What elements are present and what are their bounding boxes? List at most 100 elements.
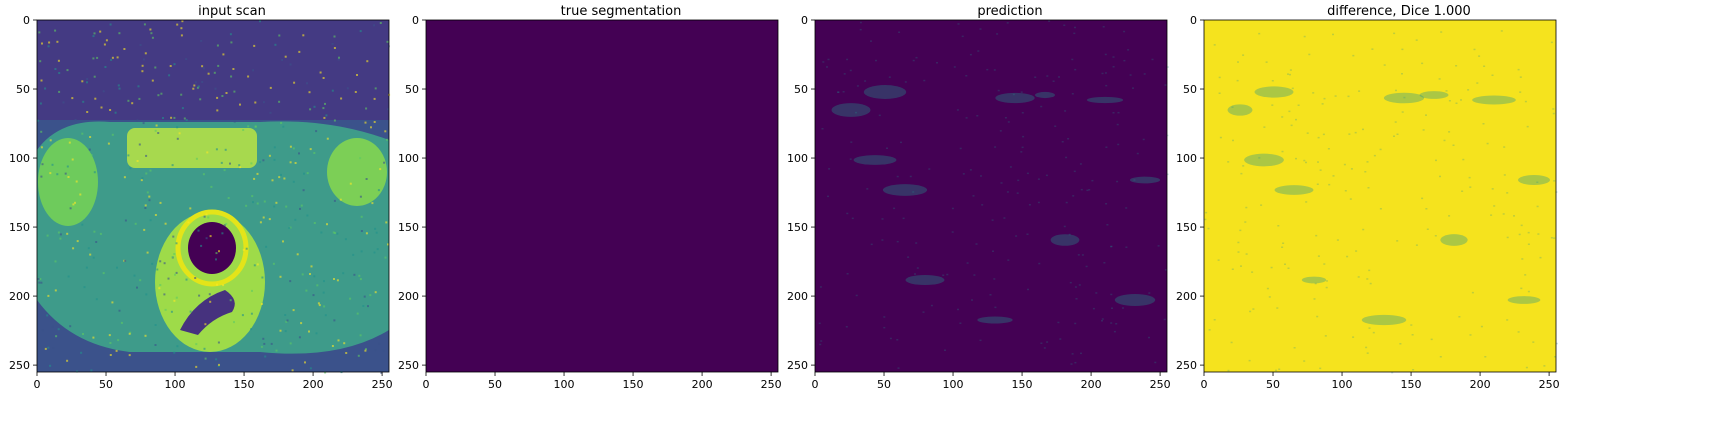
image-noise-pixel [1506,192,1509,194]
image-texture-pixel [284,55,287,58]
image-texture-pixel [313,152,316,154]
image-noise-pixel [1297,104,1300,106]
image-noise-pixel [1543,365,1546,367]
image-texture-pixel [83,286,86,289]
image-texture-pixel [39,60,42,63]
image-noise-pixel [1343,163,1346,166]
image-texture-pixel [67,275,70,278]
image-texture-pixel [317,302,320,305]
image-noise-pixel [1067,138,1070,140]
image-texture-pixel [93,75,96,78]
image-noise-pixel [1287,267,1290,269]
image-noise-pixel [1550,41,1553,44]
image-texture-pixel [175,296,178,299]
image-texture-pixel [309,148,312,151]
image-noise-pixel [1251,271,1254,273]
image-noise-pixel [909,175,912,178]
image-texture-pixel [365,178,368,180]
image-noise-pixel [1322,133,1325,136]
image-noise-pixel [1289,73,1291,76]
image-texture-pixel [292,147,295,150]
image-noise-pixel [912,59,915,62]
image-noise-pixel [1421,62,1424,65]
image-texture-pixel [99,30,102,33]
image-feature-blob [1472,95,1516,105]
axes-frame [425,19,779,373]
image-texture-pixel [79,193,82,196]
image-noise-pixel [820,340,823,342]
image-noise-pixel [965,75,968,77]
image-noise-pixel [859,28,862,31]
image-noise-pixel [1065,156,1068,159]
axes-frame [1203,19,1557,373]
image-noise-pixel [1116,180,1119,183]
image-noise-pixel [1357,276,1360,278]
image-texture-pixel [169,65,172,67]
image-noise-pixel [1524,100,1527,103]
image-texture-pixel [210,185,213,188]
image-texture-pixel [262,337,265,340]
image-noise-pixel [1028,204,1031,206]
image-texture-pixel [358,274,361,277]
image-noise-pixel [1080,188,1083,191]
image-noise-pixel [1518,233,1521,236]
image-noise-pixel [923,79,926,82]
image-texture-pixel [144,334,147,337]
image-texture-pixel [332,231,335,234]
image-texture-pixel [342,272,345,275]
image-texture-pixel [96,56,99,59]
image-noise-pixel [980,175,982,177]
image-texture-pixel [154,344,157,346]
image-noise-pixel [1075,298,1078,300]
image-noise-pixel [1524,274,1527,276]
image-texture-pixel [233,90,236,93]
image-texture-pixel [352,253,355,256]
image-noise-pixel [886,147,888,149]
image-noise-pixel [1352,336,1355,338]
image-noise-pixel [883,316,886,318]
image-noise-pixel [1086,189,1089,192]
image-texture-pixel [94,97,97,100]
image-noise-pixel [1281,150,1284,153]
image-noise-pixel [1395,89,1397,92]
image-noise-pixel [1219,136,1222,139]
image-noise-pixel [999,130,1002,132]
image-texture-pixel [118,309,121,312]
image-texture-pixel [282,125,285,128]
image-noise-pixel [1362,228,1365,231]
image-texture-pixel [47,346,50,349]
image-texture-pixel [172,235,175,238]
image-texture-pixel [306,172,309,175]
image-texture-pixel [331,42,334,45]
image-texture-pixel [264,355,267,358]
image-texture-pixel [127,99,130,102]
image-texture-pixel [360,250,363,253]
image-noise-pixel [1271,80,1274,82]
image-noise-pixel [1317,255,1320,257]
image-texture-pixel [366,60,369,63]
image-texture-pixel [150,32,153,35]
image-noise-pixel [1148,336,1150,339]
image-noise-pixel [864,80,867,82]
image-texture-pixel [245,204,248,207]
image-texture-pixel [239,103,241,106]
image-noise-pixel [1110,245,1113,248]
image-texture-pixel [90,369,93,372]
image-noise-pixel [1073,32,1076,35]
image-noise-pixel [1303,360,1306,362]
image-texture-pixel [185,278,188,281]
image-noise-pixel [1366,278,1369,280]
image-texture-pixel [268,154,271,157]
image-noise-pixel [1046,341,1049,343]
image-noise-pixel [1207,227,1210,230]
image-noise-pixel [1503,174,1506,176]
image-noise-pixel [1336,239,1339,241]
image-noise-pixel [1078,284,1081,286]
image-texture-pixel [338,56,340,59]
image-noise-pixel [1281,116,1284,118]
image-texture-pixel [163,293,166,296]
image-noise-pixel [859,21,862,24]
image-texture-pixel [72,247,75,250]
image-noise-pixel [881,218,884,220]
image-texture-pixel [289,145,292,148]
